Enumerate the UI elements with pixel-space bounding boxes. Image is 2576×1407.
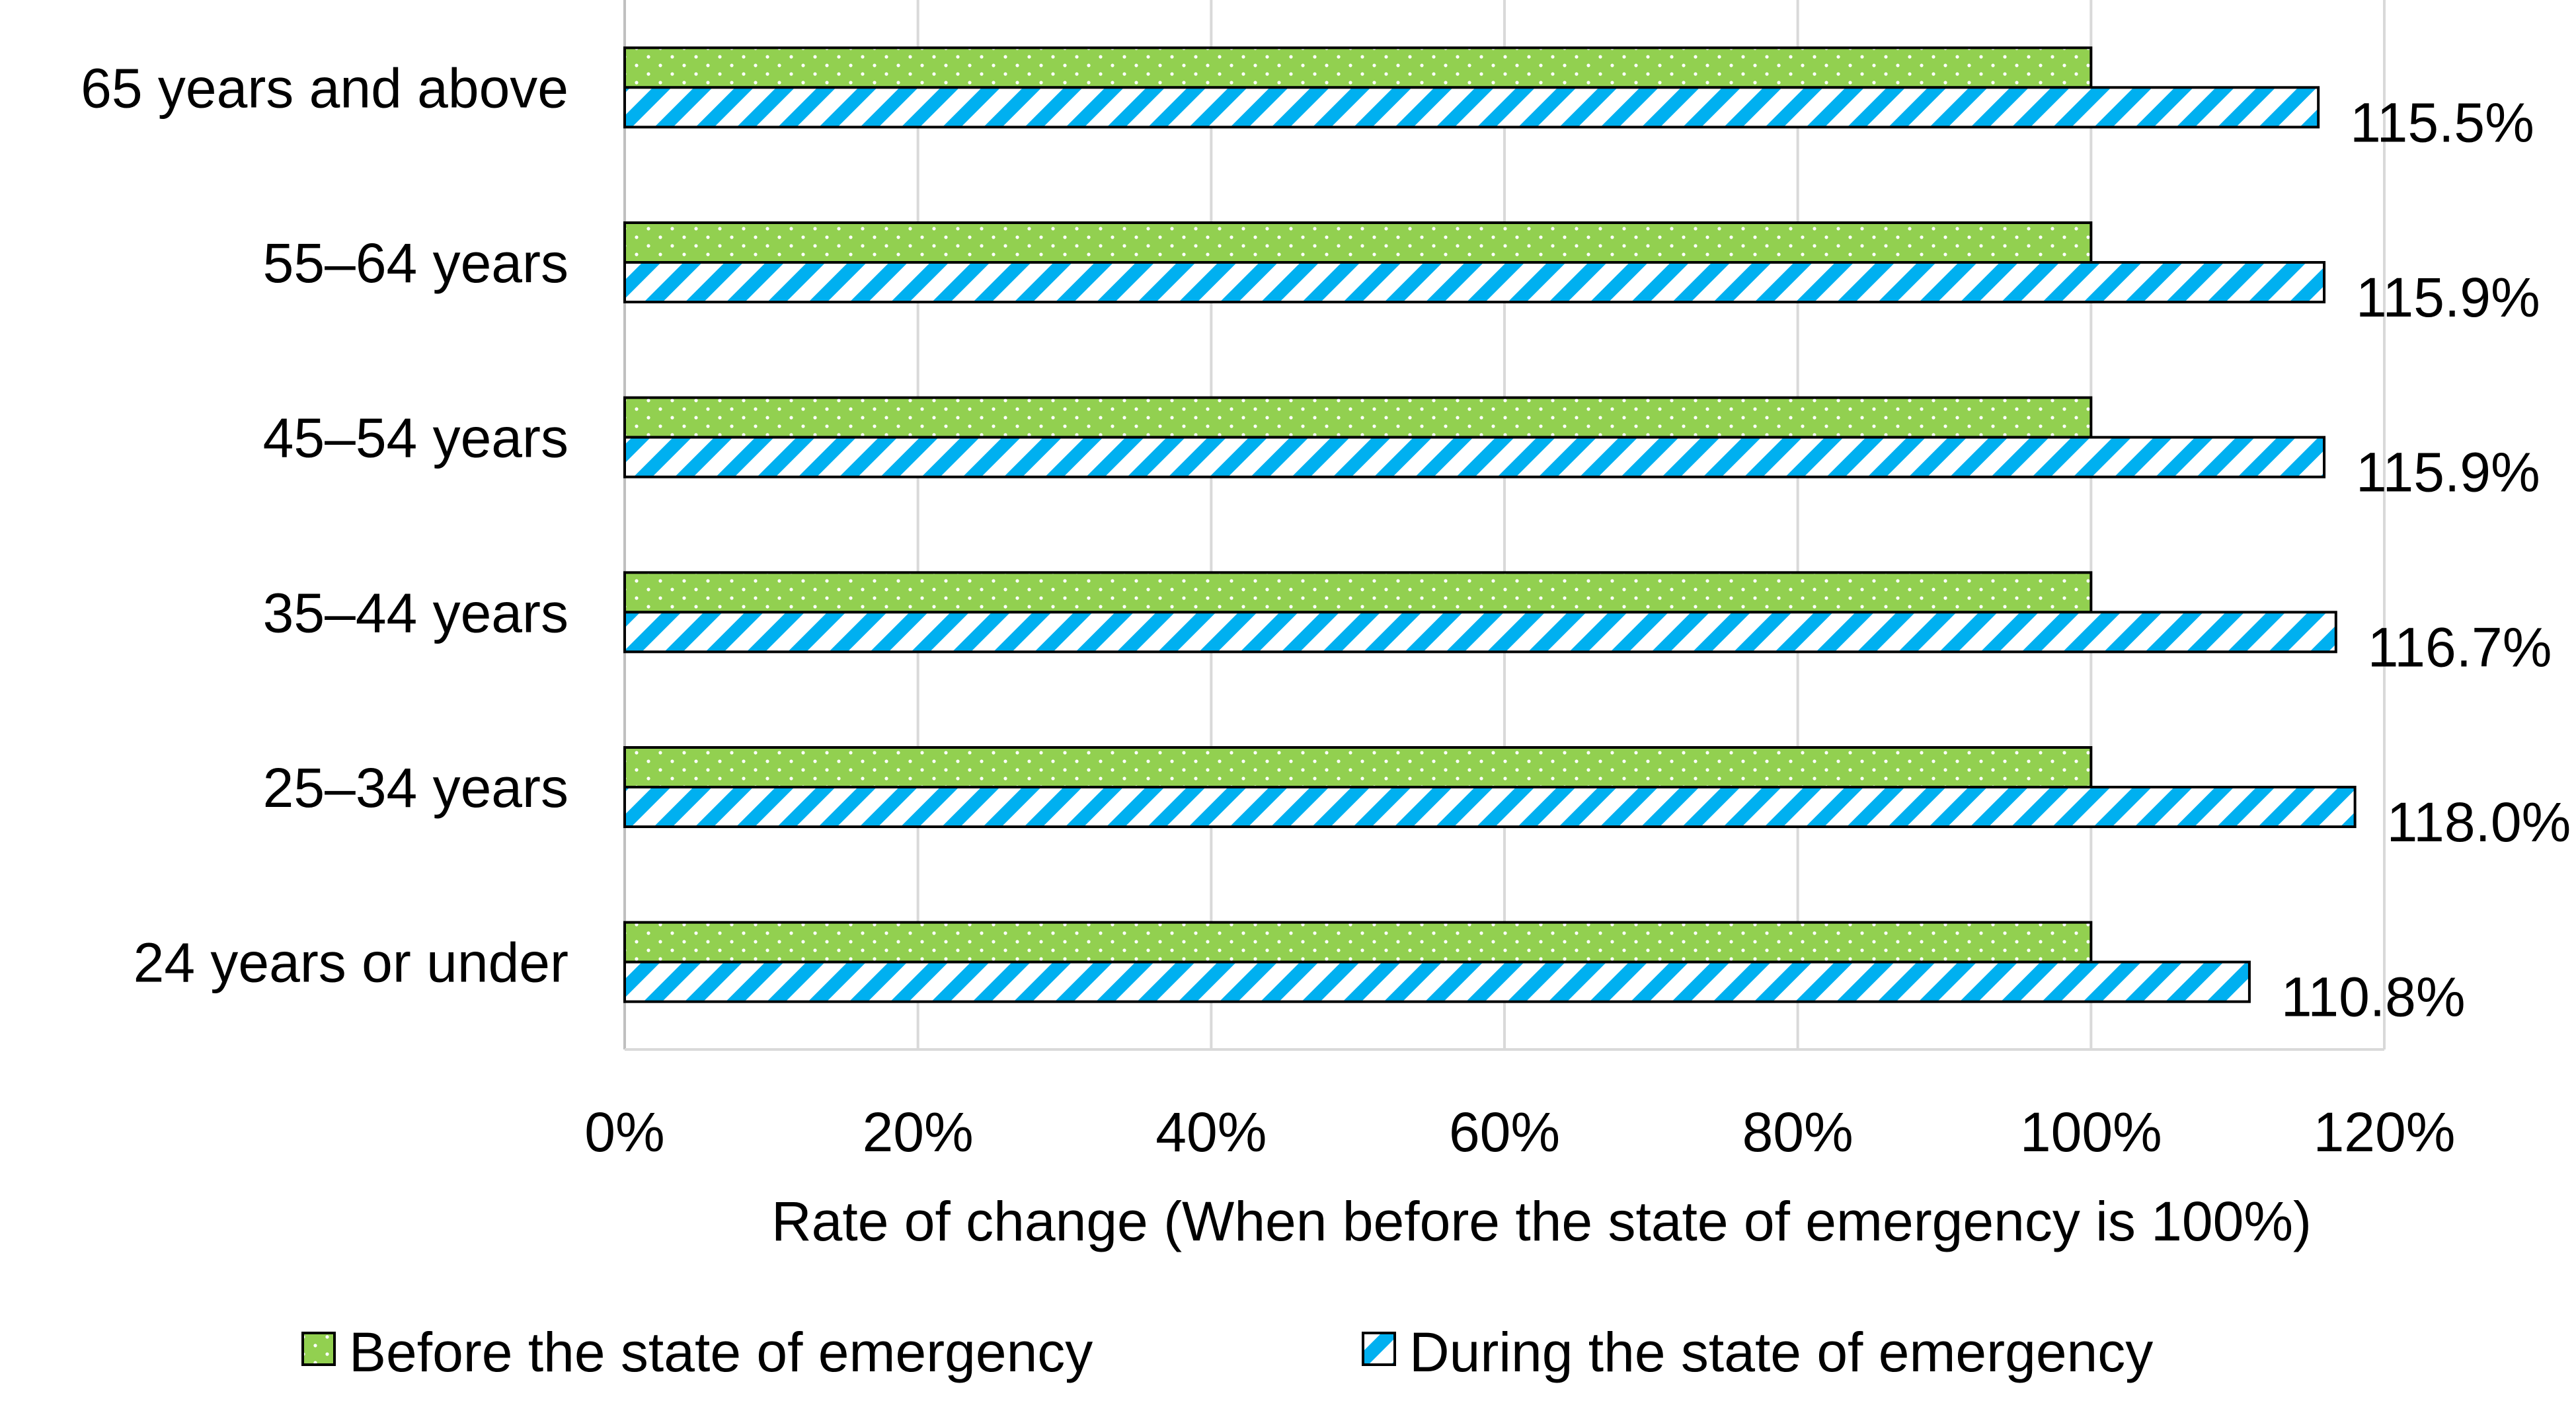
bars bbox=[623, 46, 2357, 1003]
data-label: 115.9% bbox=[2356, 441, 2540, 504]
bar-during bbox=[623, 960, 2251, 1003]
category-label: 65 years and above bbox=[81, 57, 568, 119]
bar-during bbox=[623, 86, 2320, 129]
x-tick-label: 60% bbox=[1449, 1101, 1560, 1163]
legend-swatch bbox=[301, 1332, 336, 1366]
bar-during bbox=[623, 611, 2337, 654]
bar-before bbox=[623, 46, 2093, 89]
x-tick-label: 100% bbox=[2020, 1101, 2162, 1163]
x-tick-label: 120% bbox=[2314, 1101, 2456, 1163]
data-label: 115.5% bbox=[2350, 91, 2534, 153]
bar-during bbox=[623, 261, 2326, 303]
bar-before bbox=[623, 746, 2093, 788]
data-label: 115.9% bbox=[2356, 266, 2540, 328]
data-label: 110.8% bbox=[2281, 966, 2466, 1028]
legend-label: Before the state of emergency bbox=[349, 1321, 1093, 1383]
legend: Before the state of emergency During the … bbox=[301, 1321, 2153, 1383]
x-axis-title: Rate of change (When before the state of… bbox=[771, 1190, 2312, 1252]
gridlines bbox=[623, 0, 2386, 1051]
legend-swatch bbox=[1362, 1332, 1396, 1366]
x-tick-label: 20% bbox=[863, 1101, 974, 1163]
data-label: 116.7% bbox=[2368, 616, 2552, 678]
x-tick-label: 0% bbox=[584, 1101, 664, 1163]
x-tick-label: 80% bbox=[1742, 1101, 1854, 1163]
bar-before bbox=[623, 571, 2093, 614]
bar-before bbox=[623, 396, 2093, 439]
bar-during bbox=[623, 786, 2357, 828]
category-label: 25–34 years bbox=[263, 757, 568, 819]
category-label: 55–64 years bbox=[263, 232, 568, 294]
legend-label: During the state of emergency bbox=[1409, 1321, 2153, 1383]
data-label: 118.0% bbox=[2387, 791, 2571, 853]
labels: 0% 20% 40% 60% 80% 100% 120% 65 years and above… bbox=[81, 57, 2571, 1163]
category-label: 24 years or under bbox=[134, 932, 568, 994]
bar-before bbox=[623, 921, 2093, 964]
category-label: 45–54 years bbox=[263, 407, 568, 469]
category-label: 35–44 years bbox=[263, 582, 568, 644]
bar-before bbox=[623, 221, 2093, 264]
x-tick-label: 40% bbox=[1155, 1101, 1267, 1163]
bar-during bbox=[623, 436, 2326, 478]
